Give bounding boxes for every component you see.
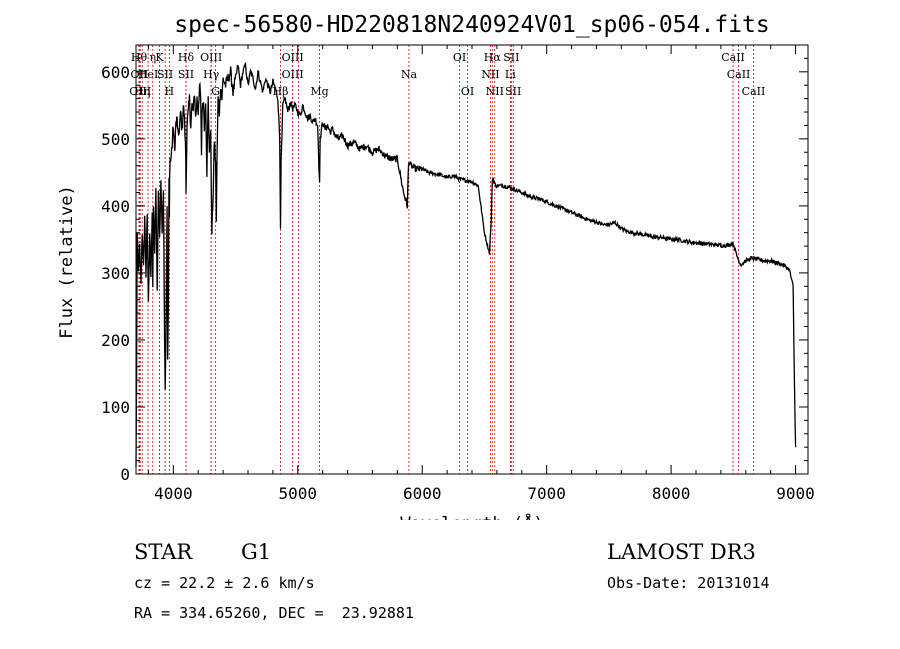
- marker-label: SII: [157, 68, 173, 81]
- marker-label: K: [155, 51, 164, 64]
- y-tick-label: 300: [101, 264, 130, 283]
- y-tick-label: 200: [101, 331, 130, 350]
- marker-label: Hα: [484, 51, 502, 64]
- marker-label: OI: [461, 85, 474, 98]
- marker-label: HeI: [138, 68, 158, 81]
- marker-label: CaII: [727, 68, 751, 81]
- x-axis-ticks: 4000 5000 6000 7000 8000 9000: [147, 45, 815, 503]
- marker-label: SII: [178, 68, 194, 81]
- spectrum-line: [135, 62, 797, 468]
- marker-label: OI: [453, 51, 466, 64]
- marker-label: Mg: [310, 85, 328, 98]
- observation-date: Obs-Date: 20131014: [607, 574, 770, 592]
- marker-label: OIII: [282, 51, 304, 64]
- marker-label: OII: [131, 68, 149, 81]
- marker-label: OIII: [282, 68, 304, 81]
- marker-label: CaII: [721, 51, 745, 64]
- marker-label: OIII: [200, 51, 222, 64]
- x-tick-label: 9000: [776, 484, 815, 503]
- coordinates: RA = 334.65260, DEC = 23.92881: [134, 604, 414, 622]
- chart-title: spec-56580-HD220818N240924V01_sp06-054.f…: [174, 12, 769, 38]
- y-tick-label: 600: [101, 63, 130, 82]
- y-tick-label: 0: [120, 465, 130, 484]
- redshift-velocity: cz = 22.2 ± 2.6 km/s: [134, 574, 315, 592]
- marker-label: η: [150, 51, 157, 64]
- line-markers: [138, 45, 754, 474]
- y-tick-label: 500: [101, 130, 130, 149]
- marker-label: H: [165, 85, 175, 98]
- marker-label: Hθ: [131, 51, 148, 64]
- marker-label: Hγ: [203, 68, 220, 81]
- x-tick-label: 7000: [527, 484, 566, 503]
- y-tick-label: 400: [101, 197, 130, 216]
- plot-frame: [135, 44, 809, 475]
- marker-label: Li: [505, 68, 516, 81]
- y-tick-label: 100: [101, 398, 130, 417]
- x-axis-label: Wavelength (Å): [400, 512, 543, 520]
- x-tick-label: 8000: [652, 484, 691, 503]
- marker-label: SII: [505, 85, 521, 98]
- x-tick-label: 6000: [403, 484, 442, 503]
- x-tick-label: 4000: [154, 484, 193, 503]
- marker-label: Na: [401, 68, 418, 81]
- spectrum-chart: spec-56580-HD220818N240924V01_sp06-054.f…: [57, 12, 815, 520]
- marker-label: NII: [481, 68, 499, 81]
- object-class: STAR: [134, 540, 193, 564]
- marker-label: Hδ: [178, 51, 195, 64]
- marker-label: CaII: [742, 85, 766, 98]
- marker-label: SII: [503, 51, 519, 64]
- survey-name: LAMOST DR3: [607, 540, 756, 564]
- marker-label: Hη: [134, 85, 150, 98]
- marker-label: G: [211, 85, 220, 98]
- subclass: G1: [241, 540, 272, 564]
- marker-label: NII: [486, 85, 504, 98]
- y-axis-ticks: 0 100 200 300 400 500 600: [101, 57, 808, 484]
- marker-label: OIII: [129, 85, 151, 98]
- x-tick-label: 5000: [279, 484, 318, 503]
- y-axis-label: Flux (relative): [57, 185, 77, 339]
